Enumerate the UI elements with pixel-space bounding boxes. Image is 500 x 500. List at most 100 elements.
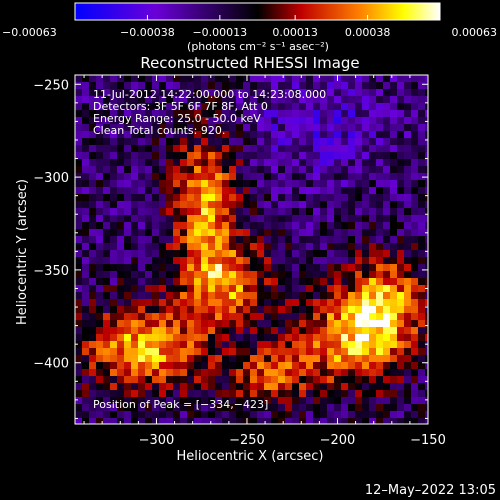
- heatmap-cell: [131, 285, 139, 293]
- heatmap-cell: [194, 82, 202, 90]
- heatmap-cell: [264, 250, 272, 258]
- heatmap-cell: [292, 271, 300, 279]
- heatmap-cell: [383, 362, 391, 370]
- heatmap-cell: [306, 411, 314, 419]
- heatmap-cell: [110, 145, 118, 153]
- heatmap-cell: [145, 194, 153, 202]
- heatmap-cell: [250, 229, 258, 237]
- heatmap-cell: [215, 124, 223, 132]
- heatmap-cell: [306, 89, 314, 97]
- heatmap-cell: [145, 208, 153, 216]
- heatmap-cell: [201, 145, 209, 153]
- heatmap-cell: [355, 222, 363, 230]
- heatmap-cell: [418, 215, 426, 223]
- heatmap-cell: [320, 173, 328, 181]
- heatmap-cell: [117, 222, 125, 230]
- heatmap-cell: [362, 243, 370, 251]
- heatmap-cell: [376, 320, 384, 328]
- heatmap-cell: [201, 355, 209, 363]
- heatmap-cell: [425, 390, 428, 398]
- heatmap-cell: [131, 82, 139, 90]
- heatmap-cell: [124, 264, 132, 272]
- heatmap-cell: [390, 145, 398, 153]
- heatmap-cell: [89, 411, 97, 419]
- heatmap-cell: [131, 362, 139, 370]
- heatmap-cell: [285, 124, 293, 132]
- heatmap-cell: [271, 264, 279, 272]
- heatmap-cell: [194, 369, 202, 377]
- heatmap-cell: [117, 75, 125, 83]
- heatmap-cell: [229, 103, 237, 111]
- heatmap-cell: [292, 96, 300, 104]
- heatmap-cell: [257, 152, 265, 160]
- heatmap-cell: [285, 96, 293, 104]
- heatmap-cell: [180, 271, 188, 279]
- heatmap-cell: [264, 376, 272, 384]
- heatmap-cell: [180, 376, 188, 384]
- heatmap-cell: [243, 369, 251, 377]
- heatmap-cell: [166, 152, 174, 160]
- heatmap-cell: [418, 257, 426, 265]
- heatmap-cell: [257, 236, 265, 244]
- heatmap-cell: [201, 152, 209, 160]
- heatmap-cell: [166, 75, 174, 83]
- heatmap-cell: [110, 264, 118, 272]
- heatmap-cell: [215, 313, 223, 321]
- heatmap-cell: [236, 250, 244, 258]
- heatmap-cell: [75, 250, 83, 258]
- heatmap-cell: [145, 362, 153, 370]
- heatmap-cell: [355, 397, 363, 405]
- heatmap-cell: [236, 334, 244, 342]
- heatmap-cell: [215, 117, 223, 125]
- heatmap-cell: [138, 187, 146, 195]
- heatmap-cell: [152, 243, 160, 251]
- heatmap-cell: [313, 313, 321, 321]
- heatmap-cell: [320, 320, 328, 328]
- heatmap-cell: [313, 75, 321, 83]
- heatmap-cell: [355, 313, 363, 321]
- heatmap-cell: [215, 201, 223, 209]
- heatmap-cell: [320, 96, 328, 104]
- heatmap-cell: [320, 383, 328, 391]
- heatmap-cell: [257, 201, 265, 209]
- heatmap-cell: [411, 299, 419, 307]
- heatmap-cell: [348, 257, 356, 265]
- heatmap-cell: [341, 103, 349, 111]
- heatmap-cell: [292, 306, 300, 314]
- heatmap-cell: [222, 250, 230, 258]
- heatmap-cell: [166, 124, 174, 132]
- heatmap-cell: [201, 404, 209, 412]
- heatmap-cell: [138, 243, 146, 251]
- heatmap-cell: [278, 152, 286, 160]
- heatmap-cell: [229, 404, 237, 412]
- heatmap-cell: [124, 124, 132, 132]
- heatmap-cell: [215, 208, 223, 216]
- heatmap-cell: [89, 103, 97, 111]
- heatmap-cell: [334, 159, 342, 167]
- heatmap-cell: [208, 194, 216, 202]
- heatmap-cell: [201, 166, 209, 174]
- heatmap-cell: [306, 117, 314, 125]
- heatmap-cell: [222, 89, 230, 97]
- heatmap-cell: [96, 383, 104, 391]
- heatmap-cell: [110, 96, 118, 104]
- heatmap-cell: [355, 215, 363, 223]
- heatmap-cell: [299, 320, 307, 328]
- heatmap-cell: [355, 299, 363, 307]
- heatmap-cell: [411, 390, 419, 398]
- heatmap-cell: [215, 285, 223, 293]
- heatmap-cell: [82, 383, 90, 391]
- heatmap-cell: [271, 299, 279, 307]
- heatmap-cell: [334, 82, 342, 90]
- heatmap-cell: [222, 362, 230, 370]
- heatmap-cell: [208, 383, 216, 391]
- heatmap-cell: [201, 348, 209, 356]
- heatmap-cell: [117, 124, 125, 132]
- heatmap-cell: [208, 180, 216, 188]
- heatmap-cell: [138, 369, 146, 377]
- heatmap-cell: [327, 306, 335, 314]
- heatmap-cell: [117, 362, 125, 370]
- heatmap-cell: [75, 390, 83, 398]
- heatmap-cell: [222, 75, 230, 83]
- heatmap-cell: [292, 138, 300, 146]
